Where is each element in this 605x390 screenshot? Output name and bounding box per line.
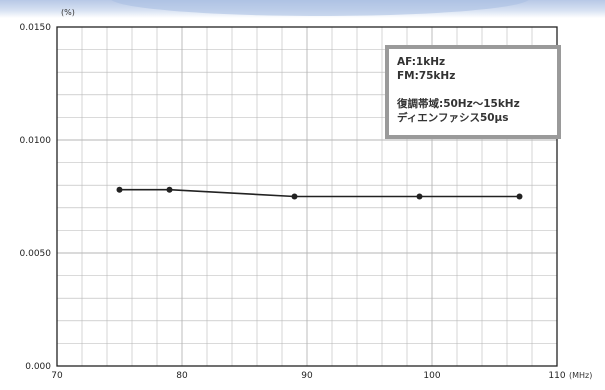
- x-tick-label: 70: [51, 371, 63, 381]
- x-tick-label: 80: [176, 371, 188, 381]
- data-point: [516, 193, 523, 200]
- x-axis-unit: (MHz): [569, 371, 592, 380]
- series: [116, 186, 523, 200]
- scan-background-arc: [110, 0, 530, 16]
- x-tick-label: 110: [548, 371, 565, 381]
- series-line: [119, 188, 520, 198]
- annotation-af: AF:1kHz: [397, 56, 446, 68]
- annotation-spacer: [397, 83, 549, 97]
- annotation-box: AF:1kHz FM:75kHz 復調帯域:50Hz〜15kHz ディエンファシ…: [385, 45, 561, 139]
- annotation-bandwidth: 復調帯域:50Hz〜15kHz: [397, 98, 520, 110]
- annotation-deemphasis: ディエンファシス50μs: [397, 112, 509, 124]
- data-point: [416, 193, 423, 200]
- y-axis-unit: (%): [61, 8, 75, 17]
- data-point: [291, 193, 298, 200]
- y-tick-label: 0.0100: [20, 136, 52, 146]
- x-axis-ticks: 70 80 90 100 110: [51, 371, 566, 381]
- x-tick-label: 90: [301, 371, 313, 381]
- data-point: [116, 186, 123, 193]
- plot-frame: [56, 26, 558, 367]
- x-tick-label: 100: [423, 371, 440, 381]
- y-tick-label: 0.000: [25, 362, 51, 372]
- y-tick-label: 0.0150: [20, 23, 52, 33]
- y-tick-label: 0.0050: [20, 249, 52, 259]
- annotation-fm: FM:75kHz: [397, 70, 456, 82]
- y-axis-ticks: 0.000 0.0050 0.0100 0.0150: [20, 23, 52, 372]
- data-point: [166, 186, 173, 193]
